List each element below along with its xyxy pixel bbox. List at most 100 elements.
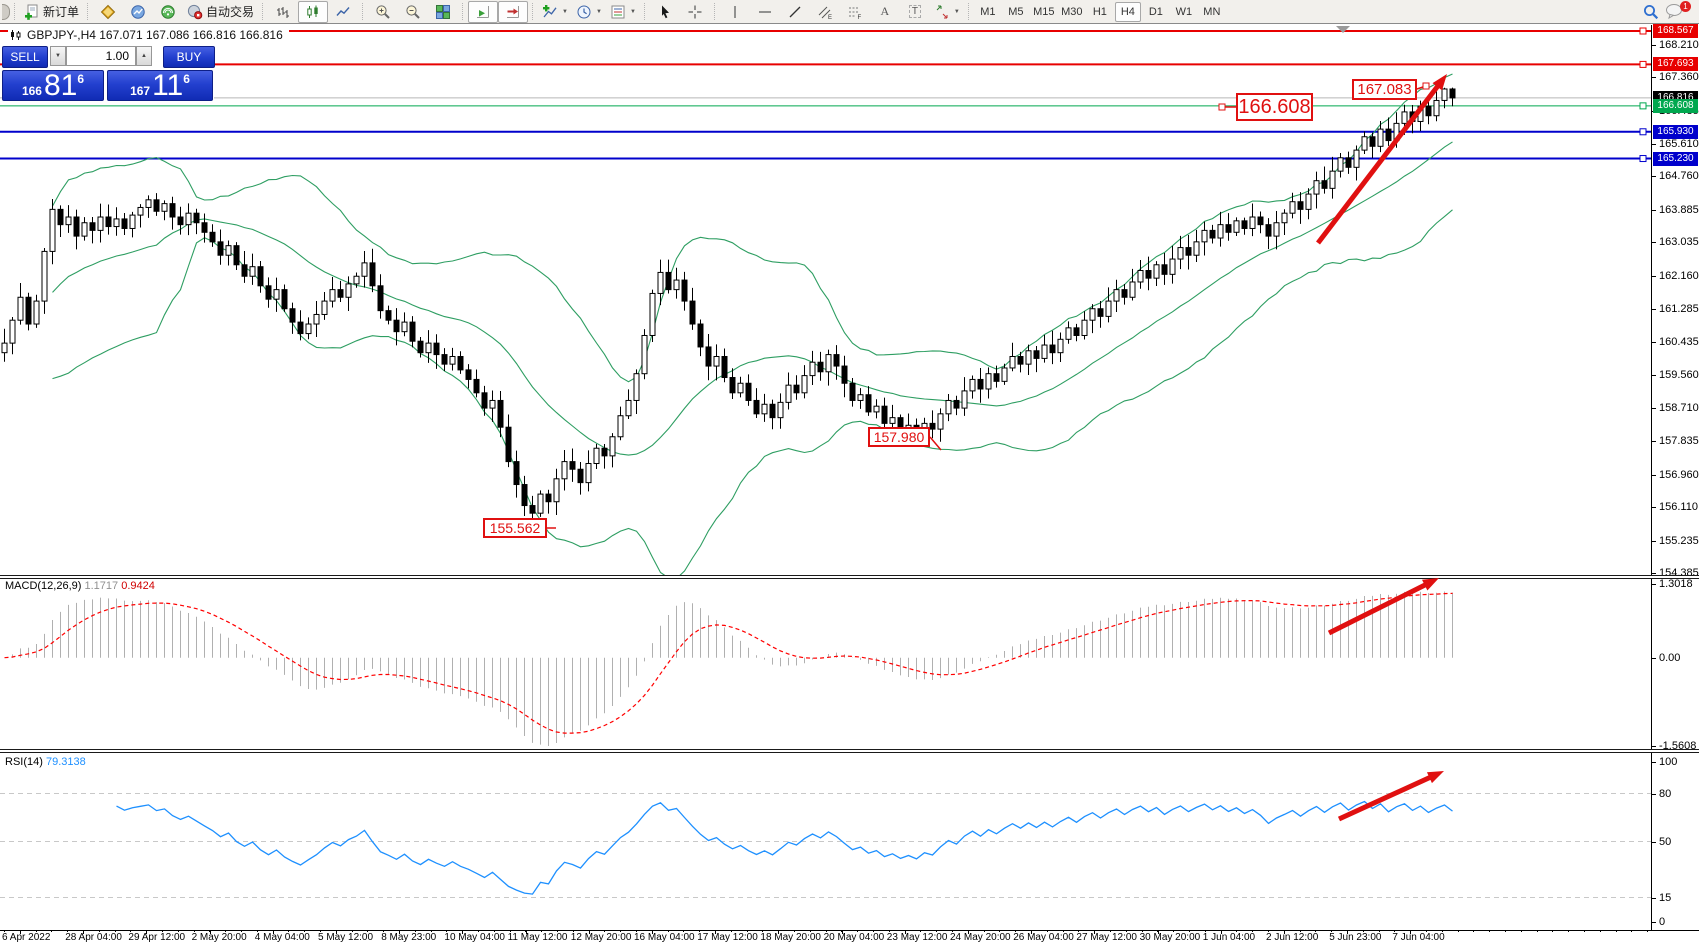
price-axis[interactable]: 168.210167.360166.485165.610164.760163.8… [1651,24,1699,930]
zoom-in-button[interactable] [368,1,398,23]
timeframe-m30[interactable]: M30 [1061,5,1083,18]
volume-input[interactable]: 1.00 [66,46,136,66]
candle-body [929,422,936,430]
rsi-panel[interactable] [0,753,1651,929]
candle-body [89,222,96,231]
candle-body [329,289,336,302]
hline-anchor-square[interactable] [1639,27,1647,35]
candle-body [561,461,568,480]
timeframe-m1[interactable]: M1 [980,5,996,18]
time-minor-tick [383,930,385,932]
profile-chart-button[interactable] [123,1,153,23]
candle-body [849,382,856,401]
timeframe-m15[interactable]: M15 [1033,5,1055,18]
auto-scroll-button[interactable] [468,0,499,23]
sell-price-box[interactable]: 166 81 6 [2,70,104,101]
timeframe-m5[interactable]: M5 [1008,5,1024,18]
periods-button[interactable]: ▼ [572,1,606,23]
price-annotation-box[interactable]: 167.083 [1352,79,1417,100]
autotrading-button[interactable]: 自动交易 [183,1,258,23]
time-minor-tick [1015,930,1017,932]
candle-body [1361,136,1368,151]
candle-body [289,308,296,323]
crosshair-button[interactable] [680,1,710,23]
candle-body [297,321,304,335]
time-minor-tick [1347,930,1348,932]
price-chart[interactable] [0,25,1651,576]
panel-splitter[interactable] [0,575,1699,579]
time-axis[interactable]: 6 Apr 2022 28 Apr 04:00 29 Apr 12:00 2 May … [0,930,1699,942]
price-tick-label: 168.210 [1659,38,1699,51]
axis-tick-mark [1652,841,1656,843]
search-icon[interactable] [1643,4,1659,20]
time-minor-tick [146,930,148,932]
vertical-line-button[interactable] [720,1,750,23]
bar-chart-button[interactable] [268,1,298,23]
price-annotation-box[interactable]: 155.562 [483,518,547,538]
horizontal-line-button[interactable] [750,1,780,23]
bollinger-lower-band[interactable] [52,209,1453,576]
new-order-button[interactable]: 新订单 [20,1,83,23]
arrows-button[interactable]: ▼ [930,1,964,23]
hline-anchor-square[interactable] [1639,102,1647,110]
fibonacci-button[interactable]: F [840,1,870,23]
buy-button[interactable]: BUY [163,46,215,68]
candle-body [873,405,880,413]
axis-tick-mark [1652,507,1656,509]
tile-windows-button[interactable] [428,1,458,23]
candle-body [249,266,256,277]
candle-body [1137,270,1144,283]
hline-anchor-square[interactable] [1639,60,1647,68]
price-annotation-box[interactable]: 166.608 [1236,93,1313,121]
signal-button[interactable] [153,1,183,23]
candle-body [1097,308,1104,317]
zoom-out-button[interactable] [398,1,428,23]
indicators-button[interactable]: ▼ [538,1,572,23]
templates-button[interactable]: ▼ [606,1,640,23]
sell-button[interactable]: SELL [2,46,48,68]
candle-body [785,384,792,403]
timeframe-mn[interactable]: MN [1203,5,1221,18]
time-minor-tick [825,930,827,932]
candle-body [689,300,696,325]
time-minor-tick [272,930,274,932]
time-tick-mark [1347,930,1349,934]
bollinger-middle-band[interactable] [52,141,1453,456]
hline-anchor-square[interactable] [1639,128,1647,136]
notifications-button[interactable]: 1 [1665,0,1691,21]
candlestick-chart-button[interactable] [298,0,329,23]
time-minor-tick [557,930,558,932]
hline-anchor-square[interactable] [1639,155,1647,163]
cursor-button[interactable] [650,1,680,23]
macd-panel[interactable] [0,579,1651,749]
gold-diamond-button[interactable] [93,1,123,23]
time-minor-tick [67,930,69,932]
buy-price-box[interactable]: 167 11 6 [107,70,213,101]
volume-up-button[interactable]: ▲ [136,46,152,66]
equidistant-channel-button[interactable]: E [810,1,840,23]
timeframe-d1[interactable]: D1 [1148,5,1163,18]
candle-body [1441,88,1448,101]
bollinger-upper-band[interactable] [52,73,1453,383]
time-minor-tick [1520,930,1522,932]
text-label-button[interactable]: T [900,1,930,23]
text-button[interactable]: A [870,1,900,23]
trendline-button[interactable] [780,1,810,23]
timeframe-h4[interactable]: H4 [1114,1,1141,22]
time-minor-tick [399,930,400,932]
panel-splitter[interactable] [0,749,1699,753]
clipped-icon [2,3,10,20]
candle-body [601,447,608,457]
time-minor-tick [1173,930,1175,932]
timeframe-w1[interactable]: W1 [1175,5,1193,18]
timeframe-h1[interactable]: H1 [1092,5,1107,18]
time-minor-tick [888,930,890,932]
new-order-icon [25,4,38,20]
line-chart-button[interactable] [328,1,358,23]
price-annotation-box[interactable]: 157.980 [868,427,930,447]
price-tick-label: 163.035 [1659,236,1699,249]
volume-down-button[interactable]: ▼ [50,46,66,66]
candle-body [721,356,728,379]
axis-tick-mark [1652,144,1656,145]
chart-shift-button[interactable] [498,0,529,23]
